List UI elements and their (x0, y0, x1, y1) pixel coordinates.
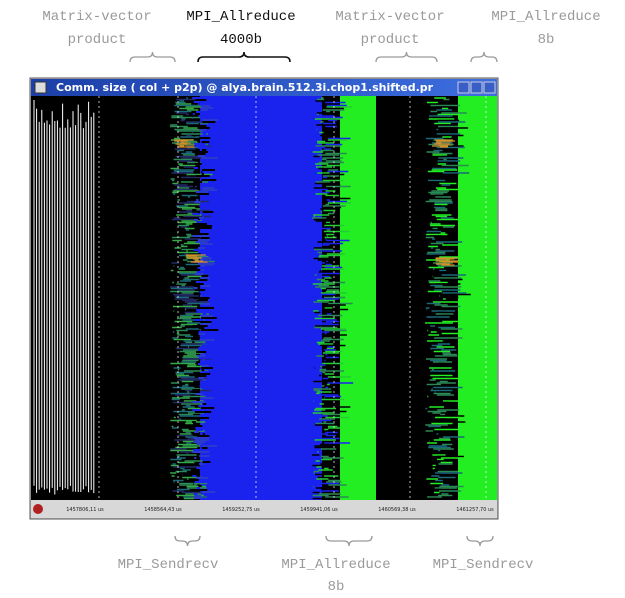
annotation-label: product (68, 32, 127, 48)
window-icon (35, 82, 46, 93)
annotation-label: MPI_Allreduce (186, 9, 295, 25)
annotation-label: MPI_Allreduce (281, 557, 390, 573)
annotation-label: product (361, 32, 420, 48)
brace (198, 52, 290, 62)
brace (467, 536, 493, 546)
brace (130, 52, 175, 62)
time-label: 1460569,38 us (378, 507, 416, 513)
green-band (340, 96, 376, 500)
time-label: 1461257,70 us (456, 507, 494, 513)
figure-canvas: Comm. size ( col + p2p) @ alya.brain.512… (0, 0, 625, 593)
annotation-label: MPI_Sendrecv (118, 557, 219, 573)
time-label: 1459941,06 us (300, 507, 338, 513)
trace-view (31, 96, 497, 500)
figure: Comm. size ( col + p2p) @ alya.brain.512… (0, 0, 625, 593)
time-label: 1457806,11 us (66, 507, 104, 513)
brace (326, 536, 372, 546)
brace (471, 52, 497, 62)
close-button[interactable] (484, 82, 495, 93)
annotation-label: 8b (538, 32, 555, 48)
annotation-label: Matrix-vector (335, 9, 444, 25)
annotation-label: Matrix-vector (42, 9, 151, 25)
annotation-label: MPI_Allreduce (491, 9, 600, 25)
annotation-label: 4000b (220, 32, 262, 48)
window-title: Comm. size ( col + p2p) @ alya.brain.512… (56, 81, 434, 94)
maximize-button[interactable] (471, 82, 482, 93)
green-band (458, 96, 497, 500)
minimize-button[interactable] (458, 82, 469, 93)
annotation-label: MPI_Sendrecv (433, 557, 534, 573)
status-icon (33, 504, 43, 514)
time-label: 1459252,75 us (222, 507, 260, 513)
annotation-label: 8b (328, 579, 345, 593)
brace (175, 536, 200, 546)
brace (376, 52, 437, 62)
time-label: 1458564,43 us (144, 507, 182, 513)
blue-band (200, 96, 322, 500)
